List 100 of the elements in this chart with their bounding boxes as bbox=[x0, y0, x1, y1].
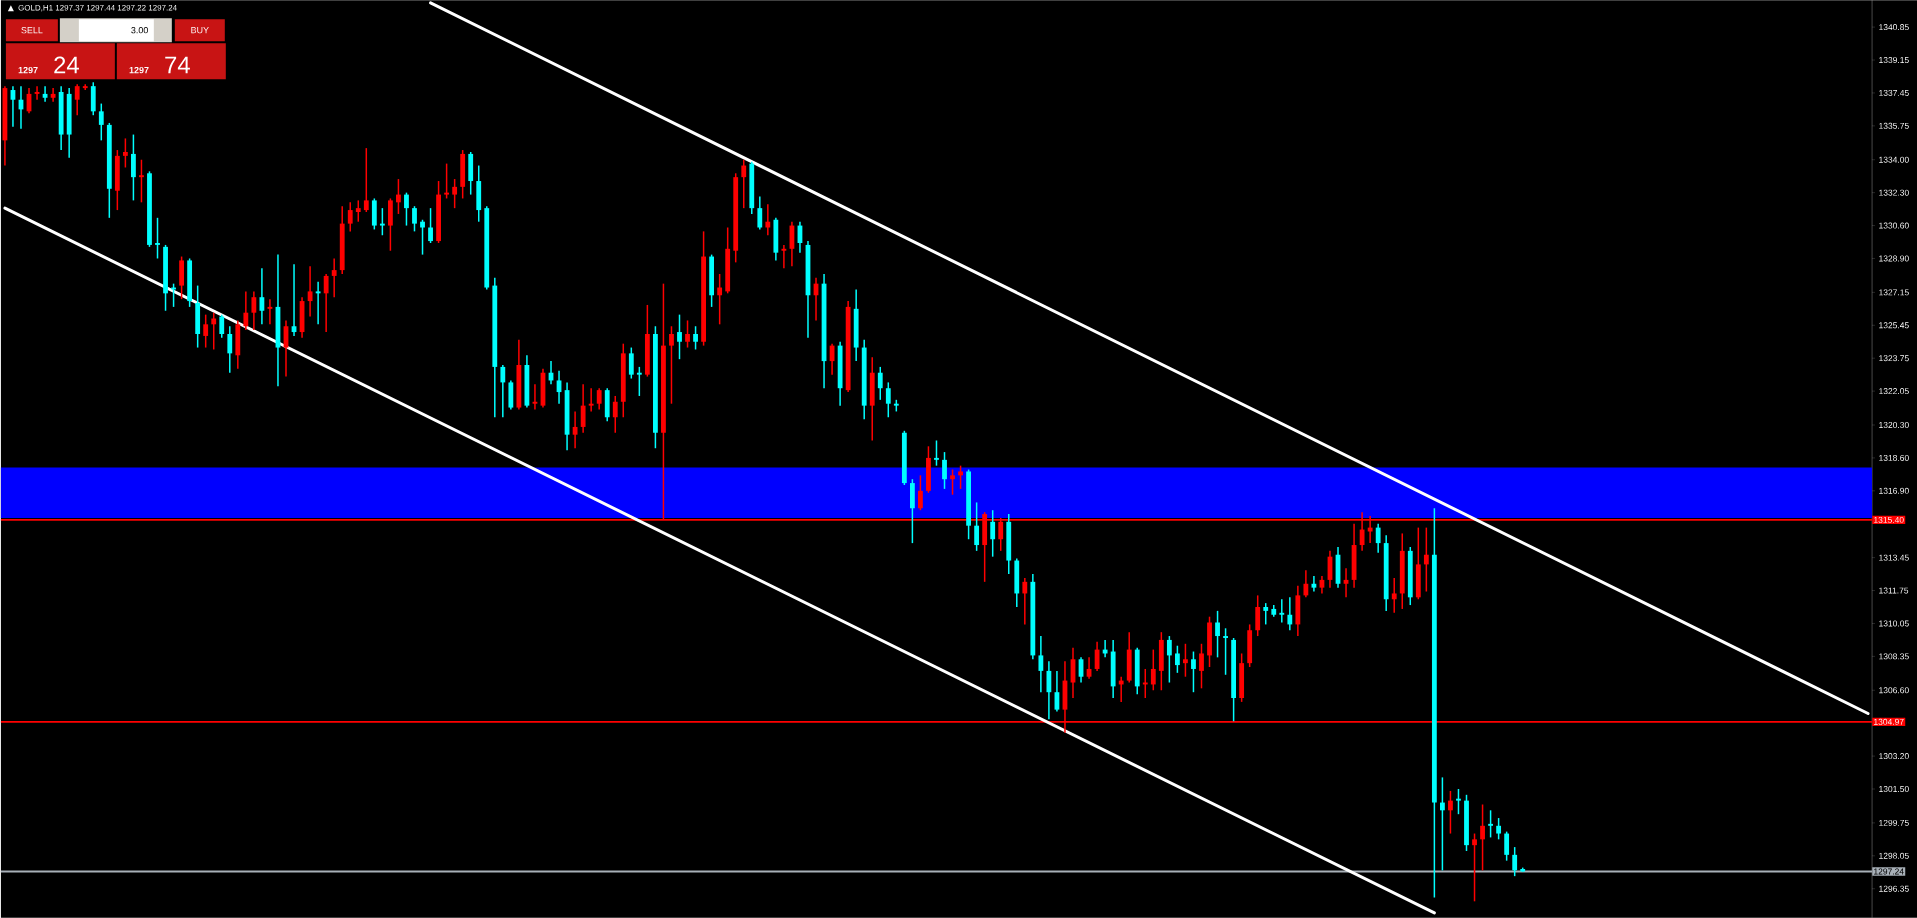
y-tick-label: 1296.35 bbox=[1879, 885, 1909, 892]
candlestick bbox=[588, 387, 594, 413]
candlestick bbox=[974, 501, 980, 552]
candlestick bbox=[347, 201, 353, 233]
candlestick bbox=[596, 387, 602, 411]
candlestick bbox=[1448, 790, 1453, 835]
annotation: 24 bbox=[54, 56, 79, 74]
candlestick bbox=[693, 325, 698, 351]
y-tick-label: 1334.00 bbox=[1879, 156, 1909, 163]
candlestick bbox=[1215, 610, 1220, 659]
candlestick bbox=[1375, 523, 1381, 554]
candlestick bbox=[1488, 809, 1493, 839]
y-tick-label: 1323.75 bbox=[1879, 355, 1909, 362]
candlestick bbox=[636, 366, 642, 397]
candlestick bbox=[1183, 643, 1188, 678]
candlestick bbox=[918, 474, 923, 511]
annotation: 3.00 bbox=[131, 27, 148, 34]
candlestick bbox=[612, 395, 618, 434]
candlestick bbox=[1255, 594, 1261, 637]
candlestick bbox=[243, 290, 249, 331]
candlestick bbox=[420, 219, 425, 256]
candlestick bbox=[331, 257, 337, 298]
candlestick bbox=[355, 199, 361, 223]
candlestick bbox=[219, 313, 225, 339]
y-tick-label: 1308.35 bbox=[1879, 653, 1909, 660]
candlestick bbox=[227, 325, 233, 374]
candlestick bbox=[990, 509, 996, 558]
y-tick-label: 1298.05 bbox=[1879, 852, 1909, 859]
y-tick-label: 1325.45 bbox=[1879, 322, 1909, 329]
y-tick-label: 1320.30 bbox=[1879, 422, 1909, 429]
candlestick bbox=[1504, 830, 1510, 862]
y-tick-label: 1301.50 bbox=[1879, 786, 1909, 793]
candlestick bbox=[1038, 635, 1044, 693]
candlestick bbox=[1199, 643, 1204, 690]
ref-line-label: 1315.40 bbox=[1874, 516, 1904, 523]
candlestick bbox=[781, 244, 787, 269]
candlestick bbox=[1480, 803, 1485, 872]
candlestick bbox=[379, 207, 385, 237]
candlestick bbox=[1279, 598, 1285, 624]
candlestick bbox=[259, 267, 265, 326]
candlestick bbox=[1191, 650, 1196, 693]
candlestick bbox=[323, 273, 329, 333]
candlestick bbox=[74, 83, 80, 116]
candlestick bbox=[1022, 577, 1028, 626]
candlestick bbox=[628, 346, 634, 380]
candlestick bbox=[572, 410, 578, 449]
candlestick bbox=[98, 102, 104, 142]
candlestick bbox=[717, 273, 723, 326]
candlestick bbox=[1263, 602, 1269, 626]
y-tick-label: 1318.60 bbox=[1879, 454, 1909, 461]
candlestick bbox=[1174, 644, 1180, 674]
y-tick-label: 1332.30 bbox=[1879, 189, 1909, 196]
candlestick bbox=[765, 203, 771, 237]
candlestick bbox=[1456, 788, 1461, 815]
annotation: 1297 bbox=[18, 66, 38, 74]
candlestick bbox=[155, 217, 160, 260]
candlestick bbox=[1223, 627, 1228, 676]
candlestick bbox=[363, 147, 369, 213]
ref-line-label: 1297.24 bbox=[1874, 868, 1904, 875]
candlestick bbox=[203, 313, 209, 349]
y-tick-label: 1322.05 bbox=[1879, 388, 1909, 395]
candlestick bbox=[404, 191, 409, 227]
y-tick-label: 1306.60 bbox=[1879, 687, 1909, 694]
candlestick bbox=[1496, 817, 1502, 841]
candlestick bbox=[500, 364, 506, 419]
y-tick-label: 1339.15 bbox=[1879, 57, 1909, 64]
candlestick bbox=[131, 133, 136, 202]
candlestick bbox=[396, 178, 401, 215]
y-tick-label: 1337.45 bbox=[1879, 89, 1909, 96]
y-tick-label: 1340.85 bbox=[1879, 24, 1909, 31]
candlestick bbox=[412, 205, 417, 233]
annotation: SELL bbox=[21, 27, 43, 34]
y-tick-label: 1316.90 bbox=[1879, 487, 1909, 494]
candlestick bbox=[741, 159, 747, 209]
candlestick bbox=[1423, 526, 1429, 593]
candlestick bbox=[251, 290, 257, 331]
candlestick bbox=[1391, 577, 1397, 614]
candlestick bbox=[1150, 648, 1156, 692]
y-tick-label: 1303.20 bbox=[1879, 753, 1909, 760]
candlestick bbox=[139, 159, 144, 204]
candlestick bbox=[122, 137, 128, 169]
candlestick bbox=[685, 319, 690, 349]
candlestick bbox=[757, 195, 763, 231]
candlestick bbox=[942, 451, 947, 490]
candlestick bbox=[452, 178, 458, 209]
candlestick bbox=[50, 87, 56, 103]
candlestick bbox=[877, 366, 883, 401]
candlestick bbox=[1440, 776, 1445, 872]
y-tick-label: 1328.90 bbox=[1879, 255, 1909, 262]
candlestick bbox=[315, 280, 321, 326]
y-tick-label: 1335.75 bbox=[1879, 122, 1909, 129]
candlestick bbox=[934, 439, 939, 467]
candlestick bbox=[958, 464, 963, 490]
candlestick bbox=[1472, 832, 1477, 903]
y-tick-label: 1327.15 bbox=[1879, 289, 1909, 296]
candlestick bbox=[885, 381, 891, 419]
y-tick-label: 1310.05 bbox=[1879, 620, 1909, 627]
ref-line-label: 1304.97 bbox=[1874, 718, 1904, 725]
candlestick bbox=[950, 468, 955, 496]
candlestick bbox=[428, 207, 433, 244]
